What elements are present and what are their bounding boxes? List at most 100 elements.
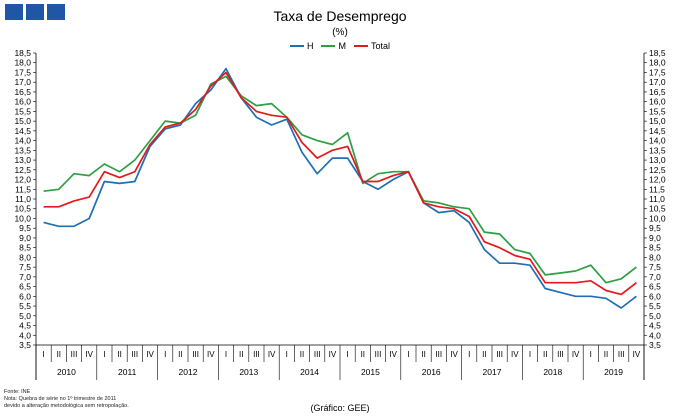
y-tick-label-right: 13,0 <box>649 155 666 165</box>
x-quarter-label: I <box>407 350 409 359</box>
y-tick-label-left: 10,5 <box>14 204 31 214</box>
y-tick-label-right: 12,0 <box>649 175 666 185</box>
y-tick-label-left: 6,0 <box>19 291 31 301</box>
y-tick-label-right: 17,5 <box>649 67 666 77</box>
y-tick-label-left: 17,0 <box>14 77 31 87</box>
y-tick-label-right: 15,0 <box>649 116 666 126</box>
series-line-total <box>43 71 637 296</box>
y-tick-label-left: 7,0 <box>19 272 31 282</box>
x-quarter-label: II <box>604 350 608 359</box>
x-quarter-label: III <box>618 350 625 359</box>
legend-swatch-m <box>321 45 336 47</box>
logo-square-1 <box>5 4 23 20</box>
x-quarter-label: II <box>300 350 304 359</box>
x-quarter-label: III <box>71 350 78 359</box>
x-year-label: 2010 <box>57 367 76 377</box>
y-tick-label-left: 13,0 <box>14 155 31 165</box>
x-quarter-label: II <box>482 350 486 359</box>
y-tick-label-left: 18,5 <box>14 48 31 58</box>
x-quarter-label: I <box>225 350 227 359</box>
y-tick-label-left: 17,5 <box>14 67 31 77</box>
chart-title: Taxa de Desemprego <box>273 8 407 24</box>
x-quarter-label: II <box>178 350 182 359</box>
y-tick-label-right: 9,5 <box>649 223 661 233</box>
x-quarter-label: IV <box>329 350 337 359</box>
x-quarter-label: I <box>103 350 105 359</box>
y-tick-label-right: 18,0 <box>649 58 666 68</box>
x-quarter-label: II <box>421 350 425 359</box>
x-quarter-label: IV <box>572 350 580 359</box>
x-year-label: 2017 <box>483 367 502 377</box>
x-year-label: 2018 <box>543 367 562 377</box>
series-line-m <box>43 75 637 284</box>
y-tick-label-right: 14,5 <box>649 126 666 136</box>
y-tick-label-right: 16,5 <box>649 87 666 97</box>
x-quarter-label: III <box>496 350 503 359</box>
y-tick-label-right: 10,0 <box>649 213 666 223</box>
y-tick-label-left: 10,0 <box>14 213 31 223</box>
y-tick-label-left: 8,0 <box>19 252 31 262</box>
y-tick-label-right: 9,0 <box>649 233 661 243</box>
x-year-label: 2019 <box>604 367 623 377</box>
y-tick-label-left: 4,0 <box>19 330 31 340</box>
x-quarter-label: III <box>131 350 138 359</box>
y-tick-label-right: 7,0 <box>649 272 661 282</box>
logo-square-2 <box>26 4 44 20</box>
y-tick-label-right: 11,0 <box>649 194 665 204</box>
y-tick-label-left: 11,0 <box>15 194 31 204</box>
y-tick-label-right: 18,5 <box>649 48 666 58</box>
legend-label-h: H <box>306 41 314 51</box>
note-source: Fonte: INE <box>4 389 31 395</box>
note-series-break: Nota: Quebra de série no 1º trimestre de… <box>4 396 117 402</box>
y-tick-label-left: 9,0 <box>19 233 31 243</box>
y-tick-label-right: 14,0 <box>649 136 666 146</box>
x-quarter-label: III <box>557 350 564 359</box>
y-tick-label-right: 5,5 <box>649 301 661 311</box>
y-tick-label-right: 17,0 <box>649 77 666 87</box>
y-tick-label-left: 15,0 <box>14 116 31 126</box>
y-tick-label-right: 12,5 <box>649 165 666 175</box>
y-tick-label-left: 11,5 <box>15 184 31 194</box>
y-tick-label-right: 11,5 <box>649 184 665 194</box>
legend-swatch-h <box>289 45 304 47</box>
logo-square-3 <box>47 4 65 20</box>
x-quarter-label: III <box>435 350 442 359</box>
x-quarter-label: IV <box>268 350 276 359</box>
y-tick-label-left: 12,5 <box>14 165 31 175</box>
y-tick-label-right: 3,5 <box>649 340 661 350</box>
x-year-label: 2014 <box>300 367 319 377</box>
y-tick-label-right: 15,5 <box>649 106 666 116</box>
y-tick-label-left: 8,5 <box>19 243 31 253</box>
y-tick-label-left: 3,5 <box>19 340 31 350</box>
x-quarter-label: III <box>375 350 382 359</box>
legend-item-total: Total <box>353 41 390 51</box>
y-tick-label-right: 13,5 <box>649 145 666 155</box>
y-tick-label-right: 5,0 <box>649 311 661 321</box>
chart-legend: H M Total <box>0 41 680 51</box>
x-quarter-label: II <box>57 350 61 359</box>
x-quarter-label: III <box>192 350 199 359</box>
x-quarter-label: IV <box>85 350 93 359</box>
y-tick-label-left: 5,0 <box>19 311 31 321</box>
y-tick-label-left: 6,5 <box>19 282 31 292</box>
x-year-label: 2012 <box>179 367 198 377</box>
x-quarter-label: I <box>42 350 44 359</box>
y-tick-label-left: 16,0 <box>14 97 31 107</box>
x-quarter-label: I <box>286 350 288 359</box>
series-line-h <box>43 67 637 309</box>
x-year-label: 2016 <box>422 367 441 377</box>
x-quarter-label: IV <box>207 350 215 359</box>
x-quarter-label: I <box>590 350 592 359</box>
y-tick-label-left: 14,0 <box>14 136 31 146</box>
x-quarter-label: II <box>543 350 547 359</box>
logo-squares <box>5 4 65 20</box>
legend-label-m: M <box>338 41 346 51</box>
x-quarter-label: IV <box>511 350 519 359</box>
y-tick-label-right: 6,0 <box>649 291 661 301</box>
x-quarter-label: II <box>239 350 243 359</box>
x-quarter-label: III <box>253 350 260 359</box>
y-tick-label-right: 4,0 <box>649 330 661 340</box>
x-quarter-label: IV <box>146 350 154 359</box>
legend-label-total: Total <box>370 41 390 51</box>
chart-subtitle: (%) <box>332 27 348 38</box>
